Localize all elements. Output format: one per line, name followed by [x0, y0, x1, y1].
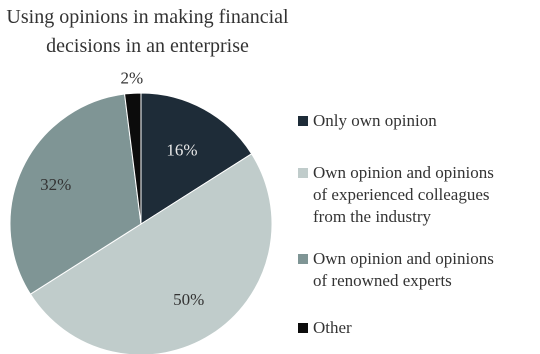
slice-data-label: 50%	[173, 290, 204, 309]
legend-label: Own opinion and opinions of renowned exp…	[313, 249, 494, 290]
legend-swatch	[298, 323, 308, 333]
slice-data-label: 32%	[40, 175, 71, 194]
pie-slice	[140, 92, 253, 225]
legend-swatch	[298, 116, 308, 126]
legend-swatch	[298, 168, 308, 178]
slice-data-label: 16%	[166, 140, 197, 159]
chart-title-line-1: Using opinions in making financial	[6, 6, 289, 28]
pie-slice	[124, 92, 142, 225]
legend-swatch	[298, 254, 308, 264]
legend-label: Own opinion and opinions of experienced …	[313, 163, 494, 226]
chart-title-line-2: decisions in an enterprise	[46, 35, 249, 57]
pie-slice	[9, 93, 142, 295]
legend-label: Only own opinion	[313, 111, 437, 130]
legend-label: Other	[313, 318, 352, 337]
pie-slice	[29, 153, 273, 354]
slice-data-label: 2%	[120, 69, 143, 88]
